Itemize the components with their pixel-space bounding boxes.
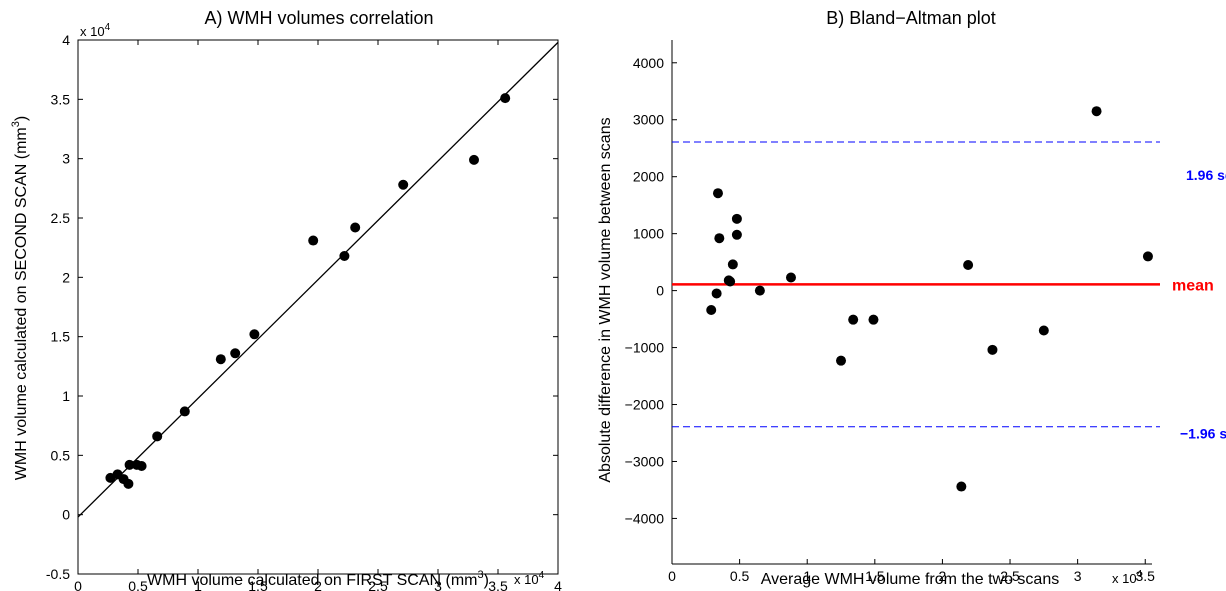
panel-a-frame xyxy=(77,39,559,575)
panel-a-y-tick-label: 1 xyxy=(62,388,70,404)
panel-b-point xyxy=(868,314,879,325)
panel-b-point xyxy=(1038,325,1049,336)
panel-b-lower-sd-label: −1.96 sd xyxy=(1180,426,1226,442)
panel-b-x-label: Average WMH volume from the two scans xyxy=(761,571,1059,588)
panel-b-y-tick-label: −4000 xyxy=(625,510,665,526)
panel-a-y-tick-label: 0 xyxy=(62,507,70,523)
panel-a-point xyxy=(339,250,350,261)
panel-b-y-tick-label: 2000 xyxy=(633,169,664,185)
panel-b-y-tick-label: −2000 xyxy=(625,397,665,413)
panel-b-point xyxy=(754,285,765,296)
panel-b-title: B) Bland−Altman plot xyxy=(826,8,996,28)
panel-b-x-tick-label: 2 xyxy=(939,568,947,584)
panel-b-point xyxy=(1142,251,1153,262)
panel-b-y-tick-label: −3000 xyxy=(625,453,665,469)
panel-b-upper-sd-label: 1.96 sd xyxy=(1186,167,1226,183)
panel-b-point xyxy=(785,272,796,283)
panel-b-point xyxy=(725,276,736,287)
panel-b-point xyxy=(848,314,859,325)
panel-b-point xyxy=(731,229,742,240)
panel-a-point xyxy=(152,431,163,442)
panel-b-x-tick-label: 0.5 xyxy=(730,568,750,584)
panel-a-point xyxy=(398,179,409,190)
panel-a-y-tick-label: 2 xyxy=(62,269,70,285)
panel-a-y-tick-label: 2.5 xyxy=(51,210,71,226)
panel-a-x-tick-label: 3.5 xyxy=(488,578,508,591)
panel-a-point xyxy=(350,222,361,233)
panel-b-point xyxy=(987,344,998,355)
panel-b-x-tick-label: 3.5 xyxy=(1136,568,1156,584)
panel-b-y-tick-label: 0 xyxy=(656,283,664,299)
panel-b-x-exponent: x 104 xyxy=(1112,569,1143,586)
panel-a-point xyxy=(249,329,260,340)
panel-b-mean-label: mean xyxy=(1172,277,1214,294)
panel-b-y-tick-label: 1000 xyxy=(633,226,664,242)
panel-b-point xyxy=(712,188,723,199)
panel-a-y-label: WMH volume calculated on SECOND SCAN (mm… xyxy=(10,116,30,480)
panel-a-point xyxy=(500,93,511,104)
panel-a-point xyxy=(215,354,226,365)
panel-b-point xyxy=(711,288,722,299)
panel-a-y-tick-label: -0.5 xyxy=(46,566,70,582)
panel-b-bland-altman: B) Bland−Altman plot 0 0.5 1 1.5 2 2.5 3 3.5 −40… xyxy=(597,8,1226,588)
panel-a-x-tick-label: 3 xyxy=(434,578,442,591)
panel-b-points xyxy=(706,106,1153,492)
panel-a-x-tick-label: 2 xyxy=(314,578,322,591)
panel-a-point xyxy=(123,478,134,489)
panel-b-y-tick-label: 3000 xyxy=(633,112,664,128)
panel-a-x-label: WMH volume calculated on FIRST SCAN (mm3… xyxy=(147,569,489,589)
panel-a-x-tick-label: 1.5 xyxy=(248,578,268,591)
panel-a-y-tick-label: 0.5 xyxy=(51,447,71,463)
panel-b-point xyxy=(706,304,717,315)
panel-a-x-exponent: x 104 xyxy=(514,570,545,587)
panel-b-point xyxy=(963,259,974,270)
panel-a-point xyxy=(179,406,190,417)
panel-a-point xyxy=(124,459,135,470)
panel-a-correlation: A) WMH volumes correlation 0 0.5 1 1.5 2 2.5 3… xyxy=(10,8,562,591)
panel-a-y-tick-label: 1.5 xyxy=(51,329,71,345)
panel-b-point xyxy=(714,233,725,244)
panel-a-point xyxy=(469,154,479,165)
panel-b-y-label: Absolute difference in WMH volume betwee… xyxy=(597,117,614,482)
panel-a-points xyxy=(105,93,511,489)
panel-b-x-tick-label: 1 xyxy=(803,568,811,584)
panel-a-x-tick-label: 0.5 xyxy=(128,578,148,591)
panel-a-y-exponent: x 104 xyxy=(80,22,111,39)
panel-a-y-tick-label: 4 xyxy=(62,32,70,48)
panel-b-point xyxy=(1091,106,1102,117)
panel-a-fit-line xyxy=(77,41,559,518)
panel-a-title: A) WMH volumes correlation xyxy=(204,8,433,28)
panel-a-ticks: 0 0.5 1 1.5 2 2.5 3 3.5 4 -0.5 0 0.5 1 1.5 2 2.5 3 3.5 4 xyxy=(46,32,562,591)
panel-b-x-tick-label: 3 xyxy=(1074,568,1082,584)
panel-b-point xyxy=(731,213,742,224)
panel-b-point xyxy=(956,481,967,492)
panel-a-y-tick-label: 3 xyxy=(62,151,70,167)
panel-a-x-tick-label: 0 xyxy=(74,578,82,591)
panel-a-y-tick-label: 3.5 xyxy=(51,91,71,107)
panel-a-point xyxy=(308,235,319,246)
panel-a-x-tick-label: 2.5 xyxy=(368,578,388,591)
panel-a-x-tick-label: 4 xyxy=(554,578,562,591)
panel-a-x-tick-label: 1 xyxy=(194,578,202,591)
panel-b-y-tick-label: −1000 xyxy=(625,340,665,356)
panel-b-y-tick-label: 4000 xyxy=(633,55,664,71)
panel-b-x-tick-label: 0 xyxy=(668,568,676,584)
panel-a-point xyxy=(136,461,147,472)
panel-b-ticks: 0 0.5 1 1.5 2 2.5 3 3.5 −4000 −3000 −2000 −1000 0 100… xyxy=(625,55,1156,584)
panel-b-point xyxy=(836,355,847,366)
panel-a-point xyxy=(230,348,241,359)
panel-b-x-tick-label: 2.5 xyxy=(1000,568,1020,584)
panel-b-x-tick-label: 1.5 xyxy=(865,568,885,584)
panel-b-point xyxy=(727,259,738,270)
